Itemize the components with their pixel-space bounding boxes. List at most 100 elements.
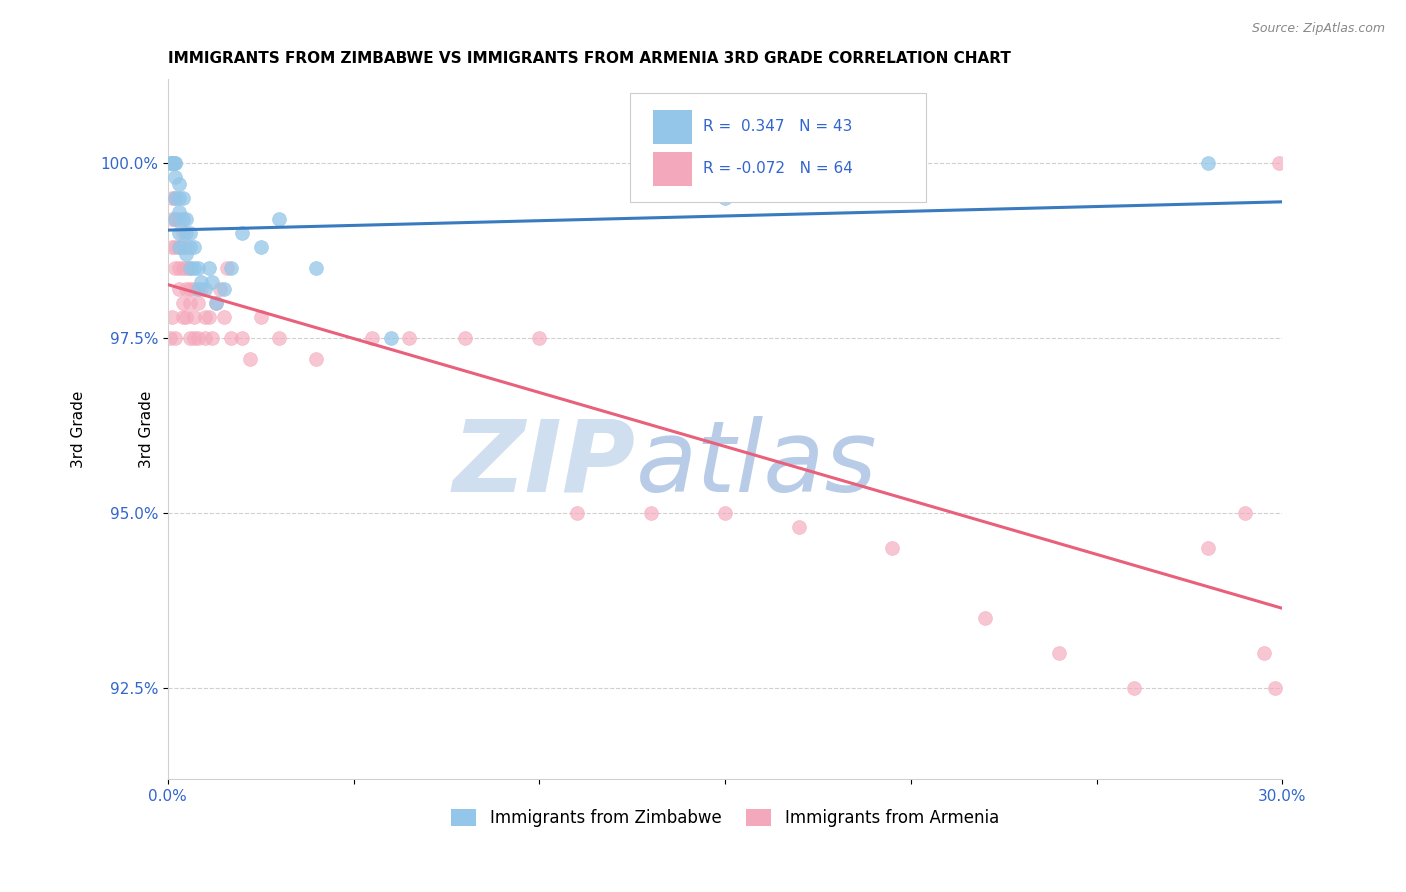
Point [176,310,198,325]
Point [176,247,198,261]
Point [167,205,190,219]
Point [640,506,662,520]
Point [269,212,291,227]
Point [187,331,209,345]
Point [217,261,239,276]
Point [361,331,384,345]
Point [183,261,205,276]
Point [176,282,198,296]
Point [565,506,588,520]
Point [231,226,253,240]
Point [305,261,328,276]
Point [1253,646,1275,660]
Point [789,520,811,534]
Point [165,261,187,276]
Point [179,261,201,276]
Point [1122,681,1144,695]
Point [179,226,201,240]
Point [172,212,194,227]
Point [160,156,183,170]
Point [172,240,194,254]
Point [167,212,190,227]
Point [176,240,198,254]
Point [165,331,187,345]
Point [165,156,187,170]
Point [190,282,212,296]
Point [167,282,190,296]
Point [197,261,219,276]
Point [172,191,194,205]
Point [179,261,201,276]
Point [167,226,190,240]
Point [1049,646,1071,660]
Point [1197,156,1219,170]
Point [398,331,420,345]
Point [205,296,228,310]
Point [201,331,224,345]
Point [380,331,402,345]
Point [187,296,209,310]
Point [529,331,551,345]
Point [165,191,187,205]
Point [1264,681,1286,695]
Point [239,352,262,367]
Point [208,282,231,296]
Point [183,240,205,254]
FancyBboxPatch shape [630,94,925,202]
Text: Source: ZipAtlas.com: Source: ZipAtlas.com [1251,22,1385,36]
Point [1197,541,1219,555]
Point [167,178,190,192]
Point [172,296,194,310]
Point [1267,156,1289,170]
Point [172,226,194,240]
Point [183,310,205,325]
Point [249,310,271,325]
Point [167,240,190,254]
Point [187,261,209,276]
Point [167,261,190,276]
Point [179,331,201,345]
Point [165,156,187,170]
Point [305,352,328,367]
Point [160,156,183,170]
Point [249,240,271,254]
Point [974,611,997,625]
Point [159,156,181,170]
Point [160,240,183,254]
Point [231,331,253,345]
Point [269,331,291,345]
Point [205,296,228,310]
Point [714,506,737,520]
Point [183,282,205,296]
Point [194,282,217,296]
Point [160,191,183,205]
Point [179,282,201,296]
Point [212,310,235,325]
Text: R = -0.072   N = 64: R = -0.072 N = 64 [703,161,852,177]
Point [190,275,212,289]
Point [176,261,198,276]
Point [714,191,737,205]
Point [197,310,219,325]
Point [212,282,235,296]
Point [160,156,183,170]
Point [187,282,209,296]
Point [165,170,187,185]
Point [172,310,194,325]
Point [219,331,242,345]
Text: ZIP: ZIP [453,416,636,513]
Point [194,310,217,325]
Text: R =  0.347   N = 43: R = 0.347 N = 43 [703,120,852,135]
Point [1234,506,1257,520]
Point [882,541,904,555]
Point [160,212,183,227]
Point [160,156,183,170]
Point [176,212,198,227]
Point [159,331,181,345]
Point [165,212,187,227]
Point [183,331,205,345]
Point [454,331,477,345]
Point [165,191,187,205]
Text: IMMIGRANTS FROM ZIMBABWE VS IMMIGRANTS FROM ARMENIA 3RD GRADE CORRELATION CHART: IMMIGRANTS FROM ZIMBABWE VS IMMIGRANTS F… [167,51,1011,66]
Bar [652,110,692,144]
